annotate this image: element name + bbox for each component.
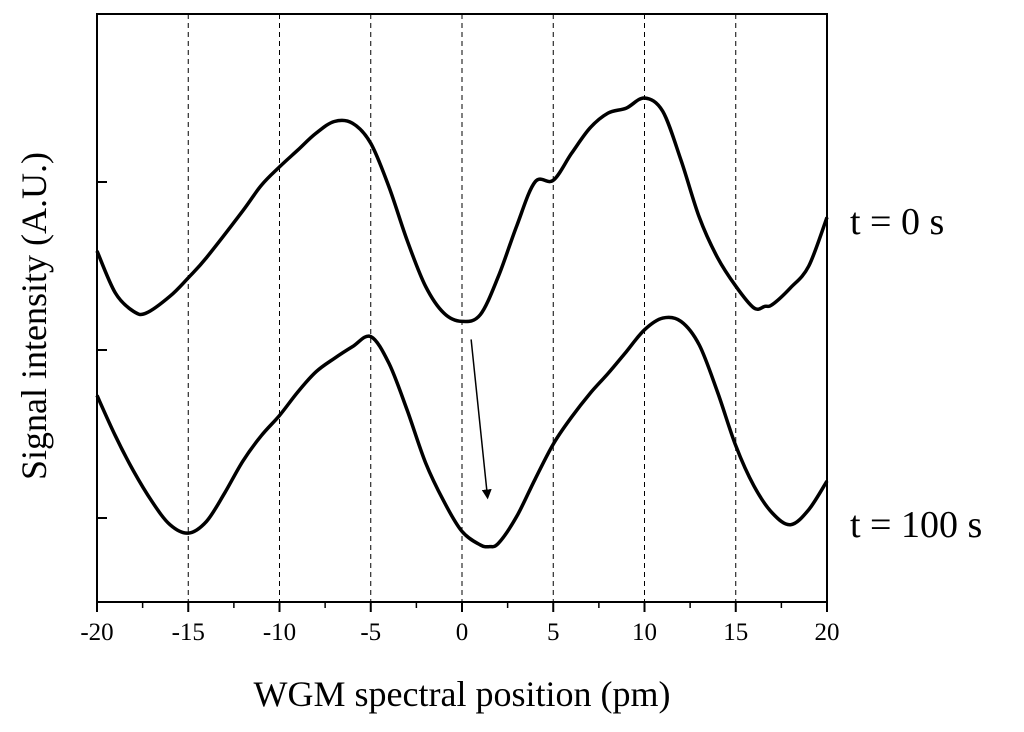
- shift-arrow: [470, 339, 492, 500]
- series-label-t100: t = 100 s: [850, 504, 982, 546]
- annotation-layer: [470, 339, 492, 500]
- x-tick-label: -15: [172, 619, 205, 646]
- series-line-0: [95, 96, 829, 324]
- y-axis-title: Signal intensity (A.U.): [14, 152, 54, 480]
- x-tick-label: -10: [263, 619, 296, 646]
- x-tick-labels: -20 -15 -10 -5 0 5 10 15 20: [80, 619, 839, 646]
- vertical-gridlines: [187, 14, 737, 602]
- x-tick-label: 15: [723, 619, 748, 646]
- x-tick-label: 20: [815, 619, 840, 646]
- series-label-t0: t = 0 s: [850, 201, 944, 243]
- x-axis-title: WGM spectral position (pm): [254, 674, 671, 714]
- x-tick-label: 10: [632, 619, 657, 646]
- x-tick-label: -5: [360, 619, 381, 646]
- series-line-1: [95, 315, 829, 549]
- x-tick-label: 0: [456, 619, 469, 646]
- series-layer: [95, 96, 829, 549]
- x-tick-label: -20: [80, 619, 113, 646]
- plot-frame: [96, 13, 828, 603]
- x-tick-label: 5: [547, 619, 560, 646]
